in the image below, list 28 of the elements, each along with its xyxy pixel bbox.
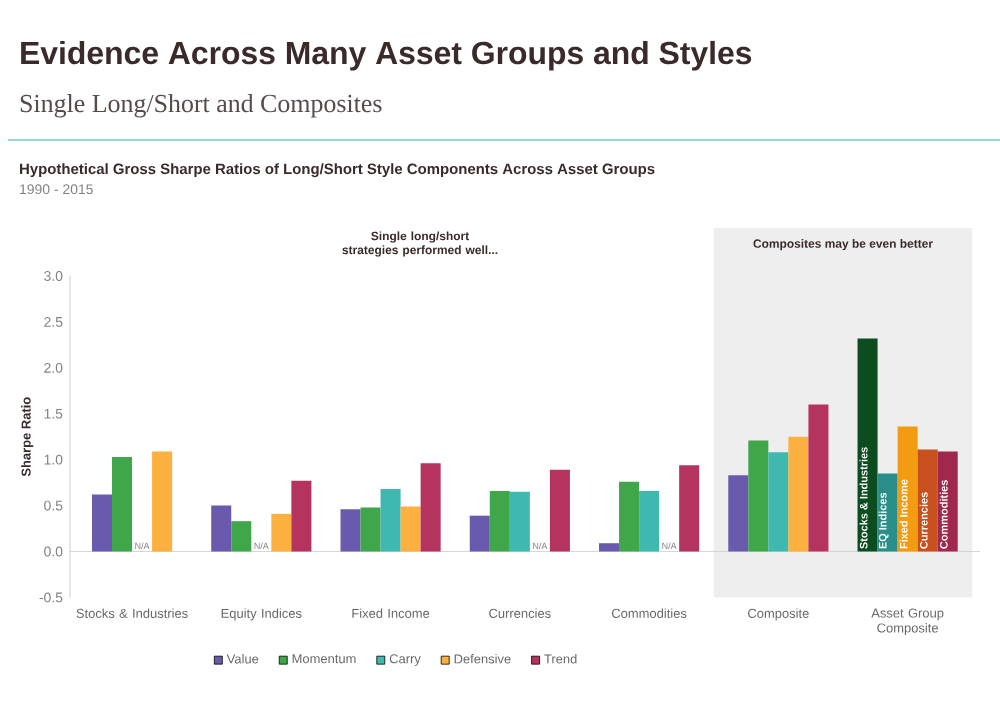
bar <box>877 473 898 552</box>
bar <box>897 426 918 552</box>
bar <box>808 404 829 552</box>
bar <box>340 509 361 552</box>
chart-subtitle: Single Long/Short and Composites <box>20 94 382 118</box>
bar <box>469 515 490 552</box>
bar <box>231 521 252 552</box>
bar <box>360 507 381 552</box>
bar <box>619 481 640 552</box>
bar <box>420 463 441 552</box>
bar <box>489 490 510 552</box>
bar <box>917 449 938 552</box>
bar <box>748 440 769 552</box>
bar <box>728 475 749 552</box>
bar <box>211 505 232 552</box>
bar <box>271 513 292 552</box>
bar <box>857 338 878 552</box>
bar <box>291 480 312 552</box>
bar <box>509 491 530 552</box>
bar <box>380 489 401 552</box>
bar <box>679 465 700 552</box>
bar <box>599 543 620 552</box>
bar <box>400 506 421 552</box>
bar <box>639 490 660 552</box>
bar <box>788 436 809 552</box>
chart-title: Evidence Across Many Asset Groups and Styles <box>21 40 752 71</box>
bar <box>768 452 789 552</box>
bar <box>549 469 570 552</box>
